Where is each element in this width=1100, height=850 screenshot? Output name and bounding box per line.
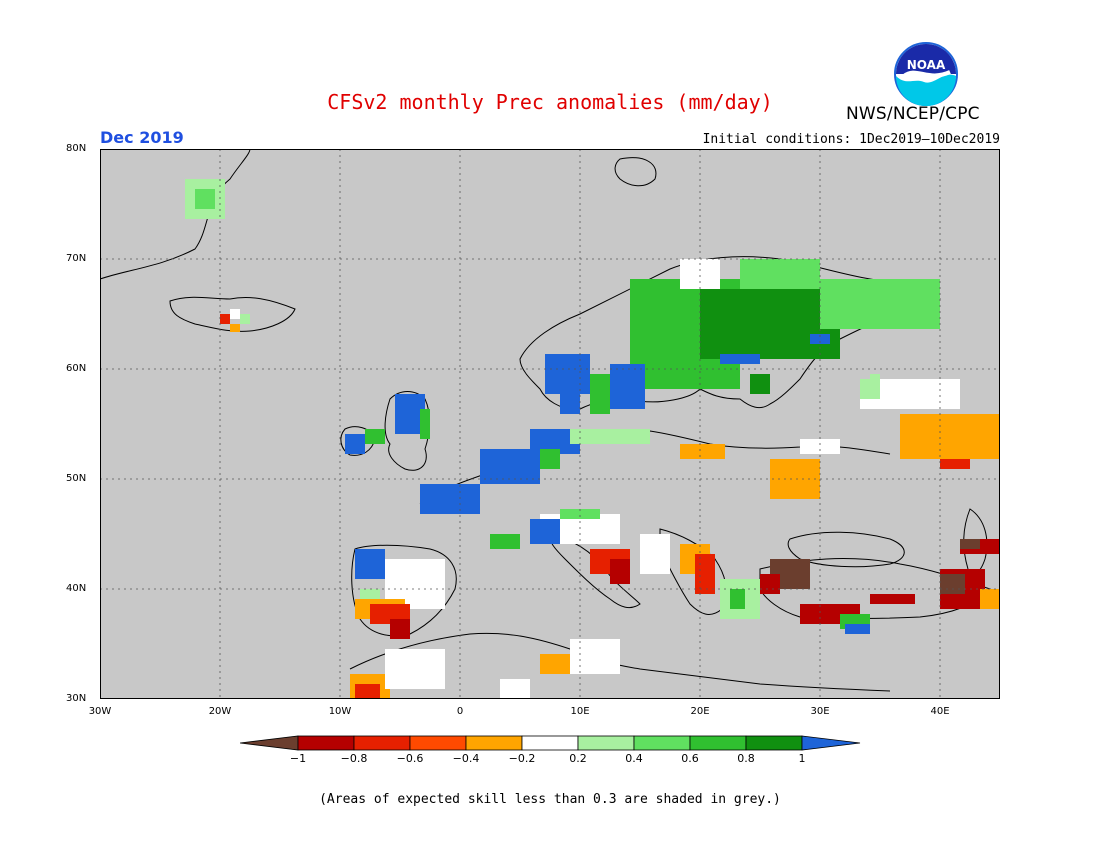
colorbar-label: 0.2 <box>569 752 587 765</box>
colorbar-arrow-left <box>240 735 299 751</box>
org-label: NWS/NCEP/CPC <box>846 104 980 124</box>
anomaly-cells <box>185 179 1000 699</box>
colorbar-label: −0.2 <box>508 752 536 765</box>
colorbar-label: 0.4 <box>625 752 643 765</box>
initial-conditions: Initial conditions: 1Dec2019—10Dec2019 <box>702 132 1000 147</box>
colorbar-label: 1 <box>798 752 806 765</box>
lon-label-10e: 10E <box>570 706 590 717</box>
lon-label-20e: 20E <box>690 706 710 717</box>
colorbar-label: 0.6 <box>681 752 699 765</box>
colorbar-label: 0.8 <box>737 752 755 765</box>
lon-label-30w: 30W <box>88 706 112 717</box>
colorbar <box>240 735 861 751</box>
lat-label-80n: 80N <box>66 143 87 154</box>
forecast-month: Dec 2019 <box>100 128 184 147</box>
lat-label-70n: 70N <box>66 253 87 264</box>
lat-label-30n: 30N <box>66 693 87 704</box>
lat-label-50n: 50N <box>66 473 87 484</box>
lon-label-30e: 30E <box>810 706 830 717</box>
lon-label-0: 0 <box>456 706 464 717</box>
colorbar-arrow-right <box>801 735 861 751</box>
lon-label-10w: 10W <box>328 706 352 717</box>
grid-lines <box>100 149 1000 699</box>
svg-text:NOAA: NOAA <box>907 58 946 72</box>
colorbar-label: −0.8 <box>340 752 368 765</box>
lat-label-40n: 40N <box>66 583 87 594</box>
lon-label-20w: 20W <box>208 706 232 717</box>
skill-note: (Areas of expected skill less than 0.3 a… <box>319 792 781 807</box>
anomaly-map <box>100 149 1000 699</box>
colorbar-label: −1 <box>289 752 307 765</box>
colorbar-label: −0.4 <box>452 752 480 765</box>
map-title: CFSv2 monthly Prec anomalies (mm/day) <box>327 90 773 114</box>
noaa-logo: NOAA <box>894 42 958 106</box>
colorbar-label: −0.6 <box>396 752 424 765</box>
lat-label-60n: 60N <box>66 363 87 374</box>
lon-label-40e: 40E <box>930 706 950 717</box>
